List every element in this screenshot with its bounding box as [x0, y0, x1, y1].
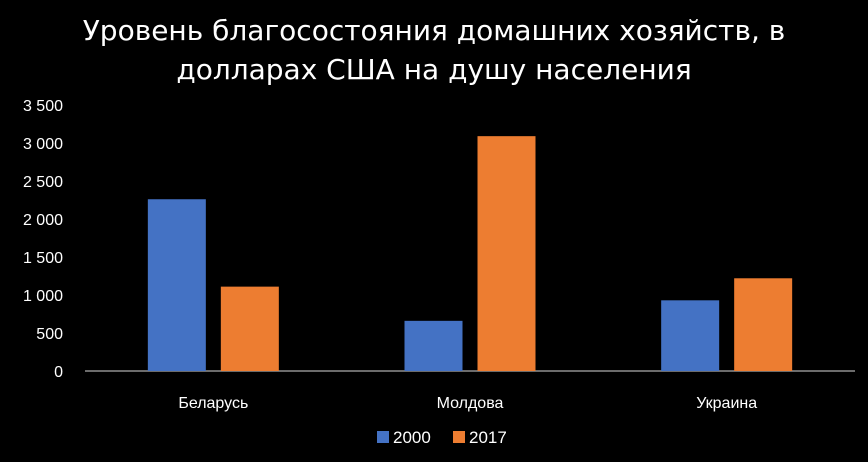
bar-2000-2 [661, 300, 720, 371]
chart-title-line-2: долларах США на душу населения [176, 53, 691, 86]
bar-2017-2 [734, 278, 793, 371]
y-tick-label: 2 500 [23, 174, 63, 191]
y-tick-label: 1 500 [23, 250, 63, 267]
bar-2017-0 [220, 286, 279, 371]
bars-group [147, 136, 793, 371]
y-tick-label: 1 000 [23, 288, 63, 305]
y-tick-label: 500 [36, 326, 63, 343]
x-axis: Беларусь Молдова Украина [178, 395, 757, 412]
legend-swatch-2017 [453, 431, 465, 443]
chart-title-line-1: Уровень благосостояния домашних хозяйств… [83, 14, 786, 47]
x-category-label: Украина [696, 395, 757, 412]
x-category-label: Беларусь [178, 395, 248, 412]
y-tick-label: 3 500 [23, 98, 63, 115]
y-tick-label: 3 000 [23, 136, 63, 153]
legend-swatch-2000 [377, 431, 389, 443]
x-category-label: Молдова [437, 395, 504, 412]
legend: 2000 2017 [377, 428, 507, 447]
y-tick-label: 2 000 [23, 212, 63, 229]
bar-2017-1 [477, 136, 536, 371]
bar-2000-1 [404, 320, 463, 371]
y-tick-label: 0 [54, 364, 63, 381]
legend-label: 2000 [393, 428, 431, 447]
bar-2000-0 [147, 199, 206, 371]
legend-label: 2017 [469, 428, 507, 447]
y-axis: 0 500 1 000 1 500 2 000 2 500 3 000 3 500 [23, 98, 63, 381]
